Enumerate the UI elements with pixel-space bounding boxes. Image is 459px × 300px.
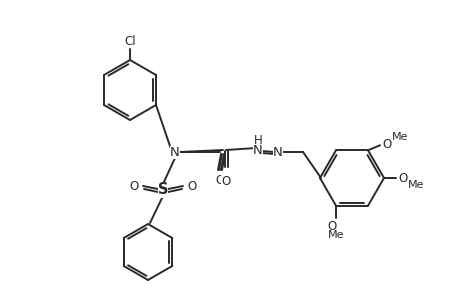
Text: Cl: Cl bbox=[124, 35, 135, 48]
Text: O: O bbox=[129, 179, 139, 193]
Text: O: O bbox=[187, 179, 196, 193]
Text: O: O bbox=[215, 173, 224, 187]
Text: S: S bbox=[157, 182, 168, 197]
Text: N: N bbox=[170, 146, 179, 158]
Text: Me: Me bbox=[391, 132, 408, 142]
Text: Me: Me bbox=[327, 230, 343, 240]
Text: O: O bbox=[221, 175, 230, 188]
Text: N: N bbox=[273, 146, 282, 158]
Text: O: O bbox=[381, 138, 391, 151]
Text: N: N bbox=[252, 145, 262, 158]
Text: O: O bbox=[397, 172, 406, 184]
Text: H: H bbox=[253, 134, 262, 146]
Text: O: O bbox=[327, 220, 336, 233]
Text: Me: Me bbox=[407, 180, 424, 190]
